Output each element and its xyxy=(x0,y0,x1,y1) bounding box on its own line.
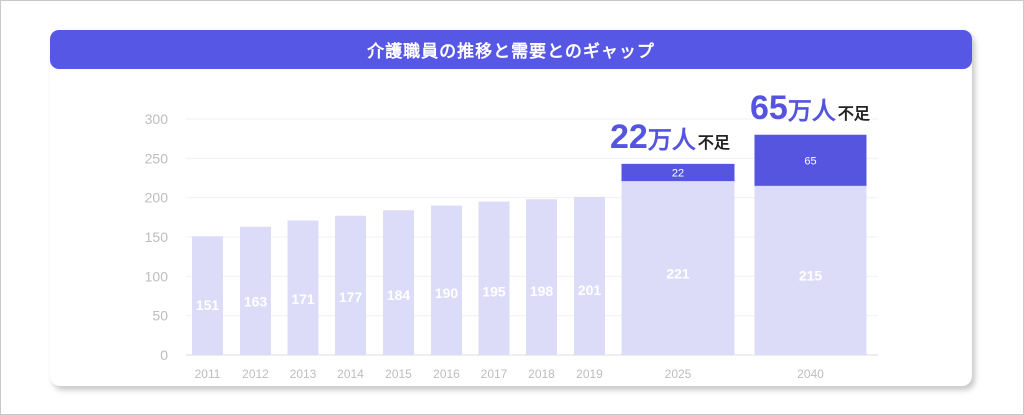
bar-value-label: 184 xyxy=(387,287,411,303)
shortage-callout-2040: 65 万人 不足 xyxy=(750,89,870,128)
shortage-unit: 万人 xyxy=(647,126,696,154)
bar-base xyxy=(287,220,319,355)
y-tick-label: 100 xyxy=(145,268,169,284)
x-tick-label: 2019 xyxy=(576,367,603,381)
x-tick-label: 2017 xyxy=(481,367,508,381)
x-tick-label: 2015 xyxy=(385,367,412,381)
x-tick-label: 2013 xyxy=(290,367,317,381)
shortage-number: 22 xyxy=(610,118,648,156)
bar-value-label: 163 xyxy=(244,293,268,309)
y-tick-label: 300 xyxy=(145,111,169,127)
bar-base xyxy=(478,201,510,355)
bar-value-label: 195 xyxy=(482,284,506,300)
x-tick-label: 2025 xyxy=(665,367,692,381)
bar-base xyxy=(621,181,735,355)
bar-base xyxy=(335,215,366,355)
bar-value-label: 171 xyxy=(291,291,315,307)
x-tick-label: 2014 xyxy=(337,367,364,381)
gap-value-label: 65 xyxy=(804,155,816,167)
bar-base xyxy=(192,236,223,355)
y-tick-label: 150 xyxy=(145,229,169,245)
bar-base xyxy=(240,226,271,355)
bar-base xyxy=(574,196,605,355)
bar-gap xyxy=(621,163,735,182)
bar-value-label: 221 xyxy=(666,266,690,282)
shortage-suffix: 不足 xyxy=(837,104,870,123)
y-tick-label: 250 xyxy=(145,150,169,166)
y-tick-label: 0 xyxy=(160,347,168,363)
bar-value-label: 177 xyxy=(339,289,363,305)
chart-title-banner: 介護職員の推移と需要とのギャップ xyxy=(50,30,972,69)
bar-value-label: 198 xyxy=(530,283,554,299)
x-tick-label: 2016 xyxy=(433,367,460,381)
bar-base xyxy=(431,205,462,355)
bar-base xyxy=(383,210,414,355)
bar-base xyxy=(754,185,867,355)
bar-value-label: 151 xyxy=(196,297,220,313)
shortage-suffix: 不足 xyxy=(697,133,730,152)
y-tick-label: 200 xyxy=(145,190,169,206)
shortage-callout-2025: 22 万人 不足 xyxy=(610,118,730,157)
chart-title: 介護職員の推移と需要とのギャップ xyxy=(367,42,655,62)
x-tick-label: 2018 xyxy=(528,367,555,381)
bar-value-label: 215 xyxy=(799,268,823,284)
x-tick-label: 2011 xyxy=(195,367,221,381)
x-tick-label: 2012 xyxy=(242,367,269,381)
bar-value-label: 201 xyxy=(578,282,602,298)
x-tick-label: 2040 xyxy=(797,367,824,381)
bar-gap xyxy=(754,134,867,186)
bar-base xyxy=(526,199,557,355)
bar-value-label: 190 xyxy=(435,285,459,301)
y-tick-label: 50 xyxy=(152,308,168,324)
shortage-number: 65 xyxy=(750,89,788,127)
gap-value-label: 22 xyxy=(672,167,684,179)
shortage-unit: 万人 xyxy=(787,97,836,125)
